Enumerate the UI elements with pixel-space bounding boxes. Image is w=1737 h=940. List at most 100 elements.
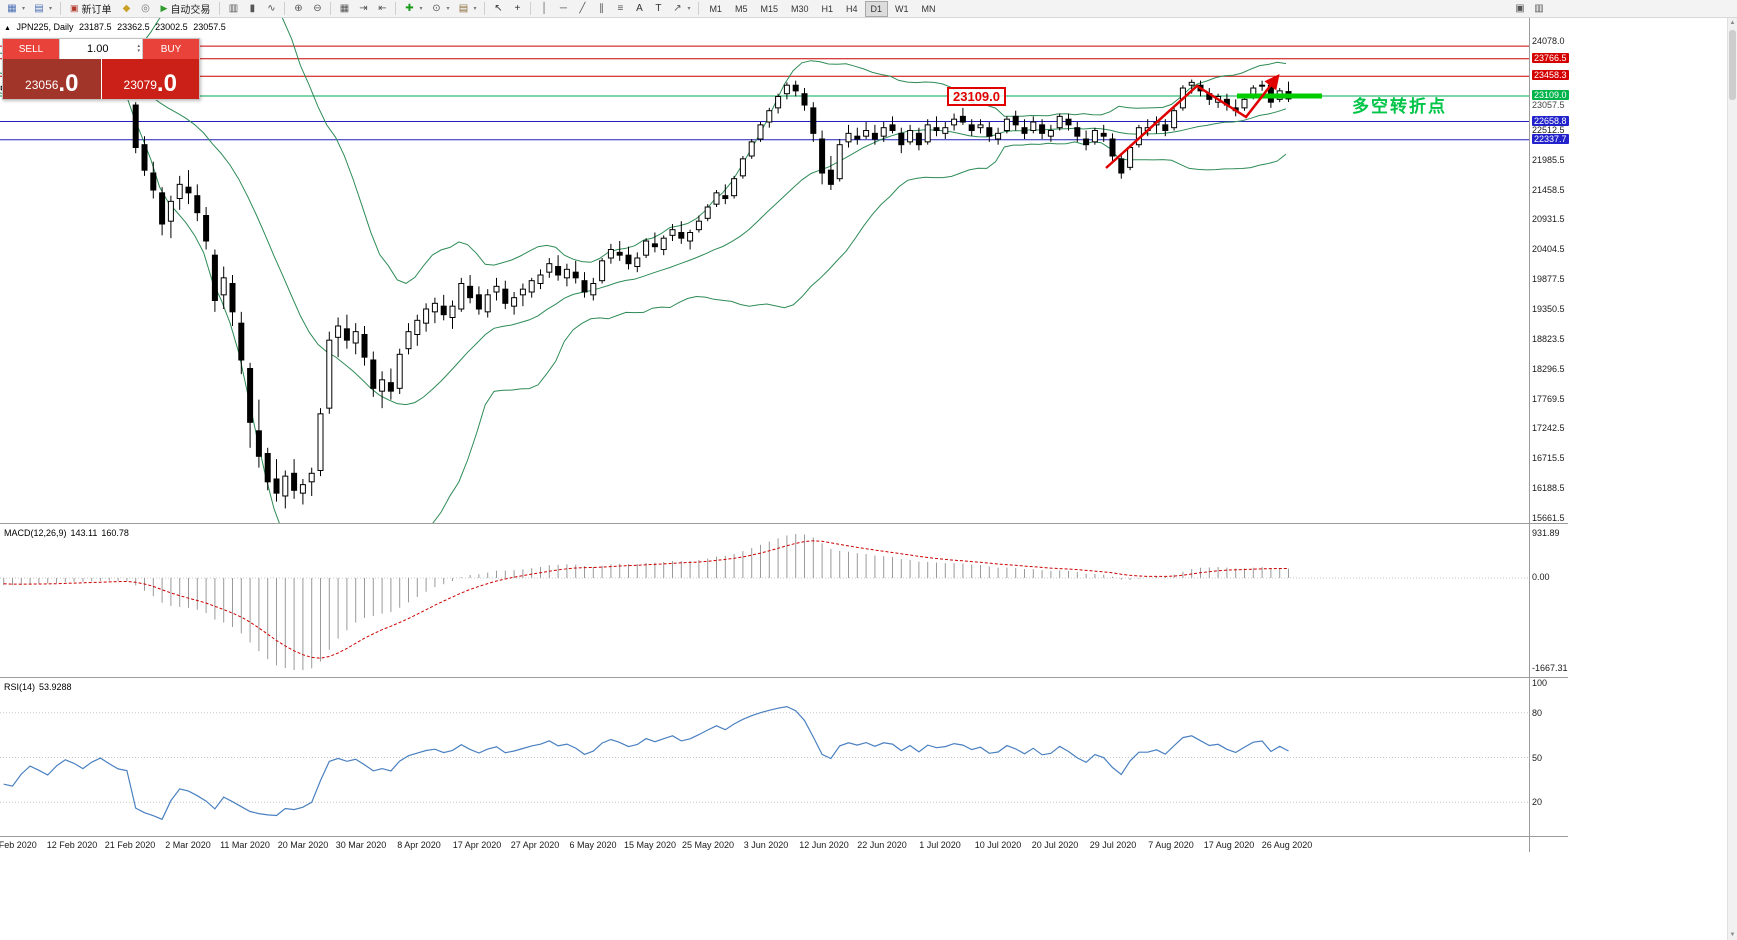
one-click-trading-panel: SELL ▴ ▾ BUY 23056.0 23079.0 bbox=[2, 38, 200, 100]
new-chart-icon[interactable]: ▦ bbox=[7, 3, 17, 14]
time-axis-label: 2 Mar 2020 bbox=[165, 840, 211, 850]
time-axis-label: 27 Apr 2020 bbox=[510, 840, 560, 850]
spinner-down-icon[interactable]: ▾ bbox=[137, 48, 140, 54]
time-axis-label: 15 May 2020 bbox=[623, 840, 677, 850]
scroll-down-icon[interactable]: ▼ bbox=[1729, 932, 1736, 938]
fibonacci-icon[interactable]: ≡ bbox=[617, 3, 624, 14]
candlestick-chart[interactable] bbox=[0, 18, 1529, 523]
autotrading-button[interactable]: ▶ 自动交易 bbox=[156, 1, 216, 17]
price-axis-tick: 24078.0 bbox=[1532, 36, 1565, 46]
price-line-label-blue: 22658.8 bbox=[1532, 116, 1569, 126]
timeframe-button-w1[interactable]: W1 bbox=[895, 3, 909, 14]
buy-button[interactable]: BUY bbox=[143, 39, 199, 59]
timeframe-button-h4[interactable]: H4 bbox=[846, 3, 858, 14]
crosshair-icon[interactable]: + bbox=[514, 3, 521, 14]
label-icon[interactable]: T bbox=[655, 3, 662, 14]
indicators-icon[interactable]: ✚ bbox=[405, 3, 414, 14]
new-order-button-icon: ▣ bbox=[70, 3, 79, 13]
profiles-icon[interactable]: ▤ bbox=[34, 3, 44, 14]
time-axis-line bbox=[0, 836, 1568, 837]
templates-icon[interactable]: ▤ bbox=[458, 3, 469, 14]
channel-icon[interactable]: ∥ bbox=[598, 3, 604, 14]
buy-price-button[interactable]: 23079.0 bbox=[101, 59, 199, 99]
price-axis-tick: 21985.5 bbox=[1532, 155, 1565, 165]
macd-chart[interactable] bbox=[0, 525, 1529, 676]
time-axis-label: 26 Aug 2020 bbox=[1261, 840, 1313, 850]
vertical-scrollbar[interactable]: ▲ ▼ bbox=[1727, 18, 1737, 940]
cursor-icon[interactable]: ↖ bbox=[494, 3, 503, 14]
timeframe-button-mn[interactable]: MN bbox=[921, 3, 936, 14]
dropdown-arrow-icon[interactable]: ▾ bbox=[446, 6, 450, 12]
bar-chart-icon[interactable]: ▥ bbox=[228, 3, 239, 14]
volume-spinner[interactable]: ▴ ▾ bbox=[135, 44, 142, 54]
one-click-collapse-icon[interactable]: ▲ bbox=[4, 25, 11, 32]
trendline-icon[interactable]: ╱ bbox=[579, 3, 586, 14]
main-chart-pane[interactable] bbox=[0, 18, 1529, 523]
timeframe-button-d1[interactable]: D1 bbox=[864, 0, 889, 17]
volume-field: ▴ ▾ bbox=[59, 39, 143, 59]
toolbar-separator bbox=[395, 2, 397, 15]
arrows-icon[interactable]: ↗ bbox=[673, 3, 682, 14]
volume-input[interactable] bbox=[60, 42, 136, 56]
price-axis-tick: 19350.5 bbox=[1532, 304, 1565, 314]
timeframe-button-m15[interactable]: M15 bbox=[760, 3, 778, 14]
tile-windows-icon[interactable]: ▦ bbox=[339, 3, 350, 14]
macd-axis-zero: 0.00 bbox=[1532, 572, 1550, 582]
alerts-icon[interactable]: ◎ bbox=[141, 3, 150, 14]
timeframe-button-m5[interactable]: M5 bbox=[734, 3, 748, 14]
time-axis-label: 12 Feb 2020 bbox=[46, 840, 98, 850]
periods-icon[interactable]: ⊙ bbox=[432, 3, 441, 14]
toolbar: ▦ ▾ ▤ ▾ ▣ 新订单 ◆ ◎ ▶ 自动交易 ▥ ▮ ∿ ⊕ ⊖ ▦ ⇥ ⇤ ✚ ▾ ⊙ ▾ ▤ ▾ ↖ + │ ─ ╱ ∥ ≡ A T ↗ ▾… bbox=[0, 0, 1737, 18]
rsi-axis-20: 20 bbox=[1532, 797, 1543, 807]
new-order-button[interactable]: ▣ 新订单 bbox=[65, 1, 117, 17]
chart-window-icon[interactable]: ▣ bbox=[1515, 3, 1525, 14]
dropdown-arrow-icon[interactable]: ▾ bbox=[49, 6, 53, 12]
candlestick-icon[interactable]: ▮ bbox=[249, 3, 256, 14]
dropdown-arrow-icon[interactable]: ▾ bbox=[473, 6, 477, 12]
spinner-up-icon[interactable]: ▴ bbox=[137, 43, 140, 49]
scrollbar-thumb[interactable] bbox=[1729, 30, 1736, 100]
timeframe-group: M1 M5 M15 M30 H1 H4 D1 W1 MN bbox=[703, 0, 941, 17]
scroll-up-icon[interactable]: ▲ bbox=[1729, 20, 1736, 26]
time-axis-label: 17 Apr 2020 bbox=[452, 840, 502, 850]
time-axis-label: 22 Jun 2020 bbox=[857, 840, 907, 850]
dropdown-arrow-icon[interactable]: ▾ bbox=[419, 6, 423, 12]
dropdown-arrow-icon[interactable]: ▾ bbox=[22, 6, 26, 12]
toolbar-separator bbox=[219, 2, 221, 15]
chart-shift-icon[interactable]: ⇤ bbox=[378, 3, 387, 14]
time-axis-label: 20 Mar 2020 bbox=[277, 840, 329, 850]
zoom-out-icon[interactable]: ⊖ bbox=[313, 3, 322, 14]
rsi-chart[interactable] bbox=[0, 679, 1529, 836]
time-axis-label: 8 Apr 2020 bbox=[397, 840, 441, 850]
dropdown-arrow-icon[interactable]: ▾ bbox=[687, 6, 691, 12]
text-icon[interactable]: A bbox=[636, 3, 643, 14]
auto-scroll-icon[interactable]: ⇥ bbox=[359, 3, 368, 14]
pane-separator[interactable] bbox=[0, 523, 1568, 524]
timeframe-button-m1[interactable]: M1 bbox=[709, 3, 722, 14]
metaeditor-icon[interactable]: ◆ bbox=[122, 3, 131, 14]
time-axis-label: 25 May 2020 bbox=[681, 840, 735, 850]
price-axis-tick: 22512.5 bbox=[1532, 125, 1565, 135]
zoom-in-icon[interactable]: ⊕ bbox=[294, 3, 303, 14]
sell-button[interactable]: SELL bbox=[3, 39, 59, 59]
rsi-axis-100: 100 bbox=[1532, 678, 1548, 688]
time-axis-label: 2 Feb 2020 bbox=[0, 840, 37, 850]
price-line-label-red: 23458.3 bbox=[1532, 70, 1569, 80]
pane-separator[interactable] bbox=[0, 677, 1568, 678]
timeframe-button-h1[interactable]: H1 bbox=[821, 3, 834, 14]
chart-symbol-period: JPN225, Daily bbox=[16, 22, 74, 32]
ohlc-low: 23002.5 bbox=[155, 22, 188, 32]
rsi-pane[interactable] bbox=[0, 679, 1529, 836]
macd-label: MACD(12,26,9) 143.11 160.78 bbox=[4, 528, 129, 538]
price-axis-tick: 17242.5 bbox=[1532, 423, 1565, 433]
turning-point-note: 多空转折点 bbox=[1352, 97, 1447, 116]
vertical-line-icon[interactable]: │ bbox=[541, 3, 548, 14]
price-axis-line bbox=[1529, 18, 1530, 852]
sell-price-button[interactable]: 23056.0 bbox=[3, 59, 101, 99]
timeframe-button-m30[interactable]: M30 bbox=[790, 3, 809, 14]
time-axis-label: 3 Jun 2020 bbox=[743, 840, 789, 850]
print-preview-icon[interactable]: ▥ bbox=[1534, 3, 1544, 14]
macd-pane[interactable] bbox=[0, 525, 1529, 676]
horizontal-line-icon[interactable]: ─ bbox=[559, 3, 567, 14]
line-chart-icon[interactable]: ∿ bbox=[267, 3, 276, 14]
